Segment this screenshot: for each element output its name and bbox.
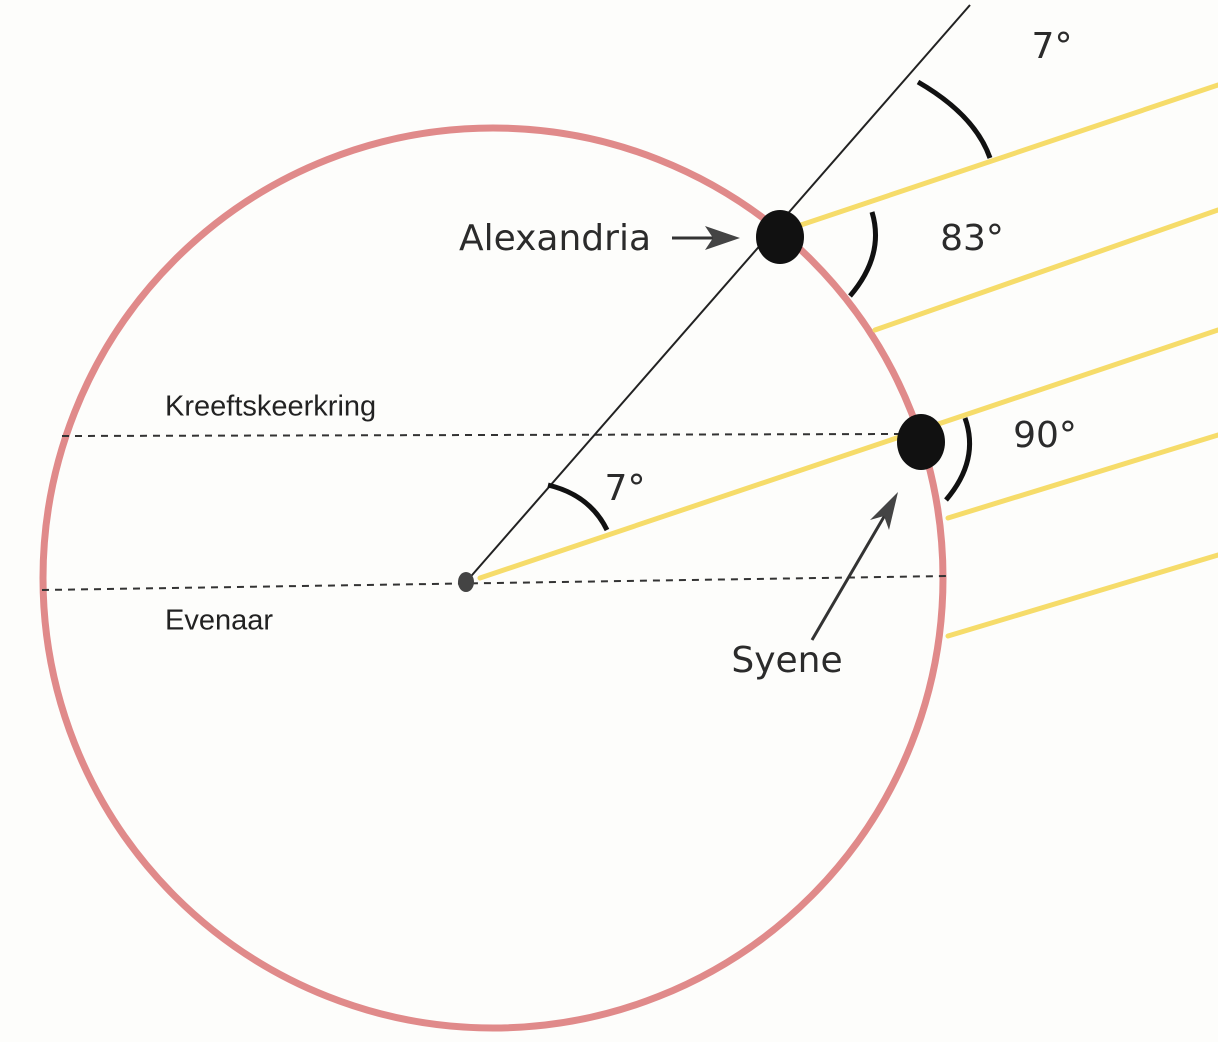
alexandria-dot xyxy=(756,210,804,264)
sun-ray xyxy=(777,82,1218,235)
angle-arc xyxy=(944,417,973,502)
equator-line xyxy=(41,575,949,591)
label: Alexandria xyxy=(459,218,651,259)
center-dot xyxy=(458,572,474,592)
syene-dot xyxy=(897,414,945,470)
angle-arc xyxy=(916,79,993,159)
earth xyxy=(39,124,947,1032)
sun-ray xyxy=(872,207,1218,333)
label: 83° xyxy=(940,218,1004,259)
angle-arc xyxy=(547,482,610,532)
sun-ray xyxy=(945,432,1218,521)
sun-ray xyxy=(945,552,1218,639)
label: Syene xyxy=(731,640,842,681)
arrow xyxy=(810,514,887,641)
label: Kreeftskeerkring xyxy=(165,391,376,423)
label: 7° xyxy=(1032,26,1073,67)
arrowhead xyxy=(705,226,740,250)
tropic-line xyxy=(61,433,901,437)
sun-ray xyxy=(477,327,1218,581)
label: Evenaar xyxy=(165,605,273,637)
label: 7° xyxy=(605,468,646,509)
angle-arc xyxy=(848,211,878,298)
label: 90° xyxy=(1013,415,1077,456)
arrowhead xyxy=(870,492,898,530)
